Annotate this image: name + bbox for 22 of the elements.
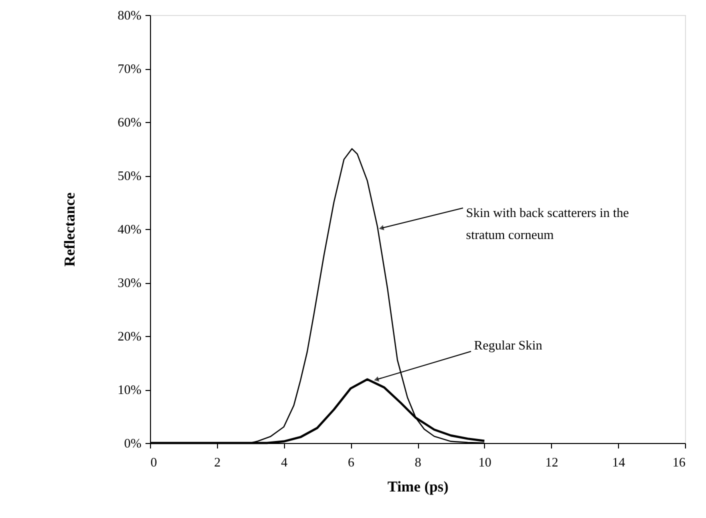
- y-tick-label: 50%: [118, 168, 142, 183]
- y-tick-label: 70%: [118, 61, 142, 76]
- y-tick-label: 80%: [118, 8, 142, 22]
- y-tick-label: 40%: [118, 222, 142, 236]
- annotation: Regular Skin: [474, 337, 543, 352]
- x-tick-label: 0: [150, 454, 157, 470]
- x-tick-label: 16: [672, 454, 686, 470]
- x-tick-label: 2: [214, 454, 221, 470]
- y-tick-label: 0%: [124, 436, 142, 450]
- x-tick-label: 14: [612, 454, 626, 470]
- y-tick-label: 10%: [118, 382, 142, 397]
- annotation: Skin with back scatterers in the stratum corneum: [466, 205, 630, 242]
- y-tick-label: 30%: [118, 275, 142, 290]
- x-tick-label: 6: [348, 454, 355, 470]
- y-axis-title: Reflectance: [62, 192, 79, 267]
- x-tick-label: 12: [545, 454, 558, 470]
- x-axis-title: Time (ps): [388, 480, 448, 496]
- x-tick-label: 4: [281, 454, 288, 470]
- y-tick-label: 60%: [118, 114, 142, 130]
- y-tick-label: 20%: [118, 328, 142, 344]
- x-tick-label: 10: [478, 454, 492, 470]
- x-tick-label: 8: [414, 454, 422, 470]
